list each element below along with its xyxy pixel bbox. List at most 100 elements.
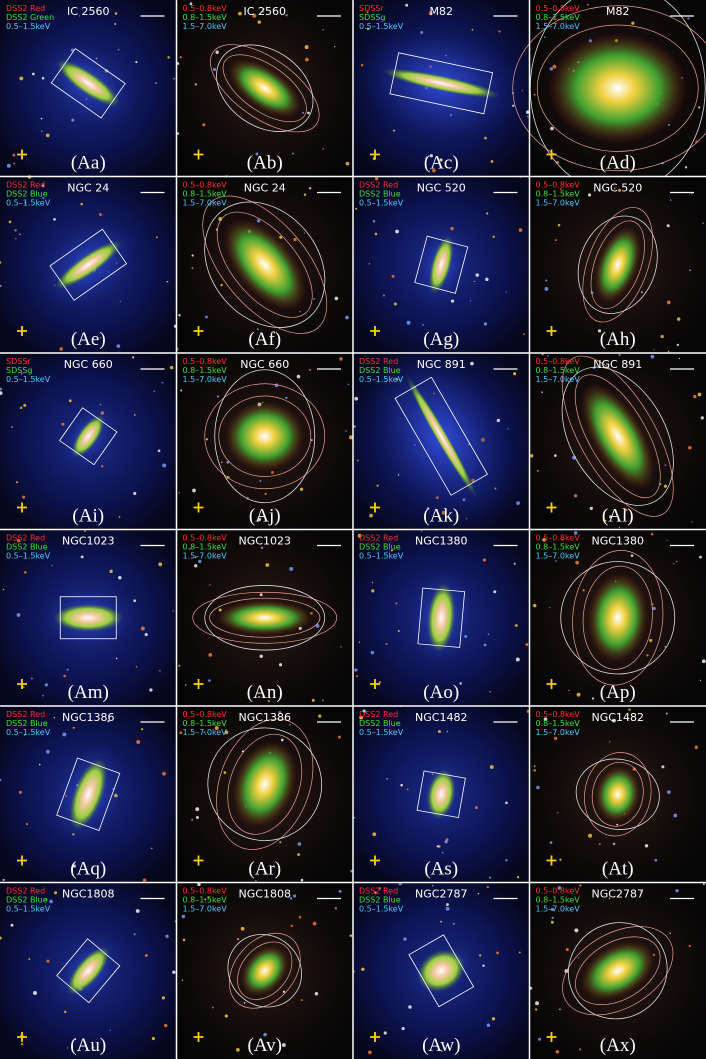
star bbox=[236, 1048, 240, 1052]
band-legend: 0.8–1.5keV bbox=[183, 719, 228, 728]
contour bbox=[202, 195, 328, 334]
star bbox=[208, 679, 211, 682]
contour bbox=[562, 926, 674, 1016]
star bbox=[661, 765, 665, 769]
star bbox=[612, 842, 616, 845]
star bbox=[19, 406, 23, 410]
star bbox=[93, 1047, 95, 1049]
star bbox=[650, 532, 654, 536]
star bbox=[675, 889, 679, 893]
star bbox=[356, 675, 359, 678]
aperture bbox=[207, 727, 323, 841]
star bbox=[51, 565, 53, 567]
band-legend: 0.5–0.8keV bbox=[183, 887, 228, 896]
star bbox=[23, 571, 27, 574]
star bbox=[678, 357, 681, 360]
panel-label: (Ag) bbox=[423, 329, 459, 350]
aperture bbox=[575, 758, 660, 830]
band-legend: 0.8–1.5keV bbox=[183, 896, 228, 905]
aperture bbox=[227, 934, 302, 1008]
star bbox=[176, 132, 180, 135]
contour bbox=[209, 597, 321, 638]
star bbox=[151, 1036, 156, 1041]
band-legend: 1.5–7.0keV bbox=[536, 199, 581, 208]
star bbox=[312, 921, 317, 926]
star bbox=[397, 722, 399, 725]
aperture bbox=[577, 215, 658, 314]
star bbox=[486, 212, 489, 215]
star bbox=[322, 148, 324, 150]
star bbox=[697, 392, 702, 397]
star bbox=[438, 845, 441, 848]
star bbox=[0, 778, 2, 782]
star bbox=[194, 564, 198, 568]
contour bbox=[204, 383, 326, 490]
marker-cross bbox=[193, 1032, 204, 1042]
star bbox=[378, 681, 382, 684]
star bbox=[391, 274, 395, 278]
star bbox=[618, 526, 621, 528]
star bbox=[224, 1014, 228, 1018]
star bbox=[473, 280, 475, 283]
contour bbox=[512, 5, 706, 172]
star bbox=[432, 168, 436, 173]
star bbox=[654, 858, 658, 862]
galaxy bbox=[405, 375, 477, 497]
band-legend: 1.5–7.0keV bbox=[183, 728, 228, 737]
star bbox=[505, 859, 508, 862]
star bbox=[444, 840, 448, 844]
star bbox=[516, 876, 520, 879]
star bbox=[279, 235, 283, 239]
star bbox=[252, 13, 257, 18]
band-legend: DSS2 Red bbox=[6, 534, 45, 543]
star bbox=[15, 238, 17, 240]
star bbox=[311, 698, 315, 702]
star bbox=[118, 516, 121, 518]
star bbox=[368, 263, 370, 265]
aperture bbox=[59, 596, 117, 640]
band-legend: DSS2 Green bbox=[6, 13, 54, 22]
star bbox=[214, 726, 219, 730]
star bbox=[257, 517, 262, 522]
band-legend: DSS2 Blue bbox=[359, 896, 401, 905]
star bbox=[68, 399, 72, 403]
aperture bbox=[408, 934, 475, 1008]
aperture bbox=[416, 770, 466, 819]
star bbox=[559, 188, 562, 190]
star bbox=[701, 659, 706, 664]
object-name: NGC1482 bbox=[592, 711, 644, 724]
star bbox=[618, 188, 622, 192]
galaxy bbox=[224, 401, 305, 472]
band-legend: 0.5–1.5keV bbox=[359, 199, 404, 208]
star bbox=[184, 684, 187, 686]
aperture bbox=[389, 52, 494, 115]
band-legend: DSS2 Blue bbox=[6, 190, 48, 199]
star bbox=[355, 207, 358, 210]
star bbox=[197, 882, 201, 887]
star bbox=[181, 914, 186, 919]
band-legend: SDSSg bbox=[6, 366, 32, 375]
star bbox=[40, 117, 43, 120]
star bbox=[72, 864, 76, 868]
band-legend: 0.5–0.8keV bbox=[536, 4, 581, 13]
star bbox=[666, 224, 670, 228]
panel-label: (Am) bbox=[68, 682, 109, 703]
star bbox=[38, 763, 41, 766]
panel-label: (Ae) bbox=[71, 329, 106, 350]
star bbox=[240, 926, 245, 931]
star bbox=[673, 813, 678, 818]
star bbox=[298, 915, 302, 919]
star bbox=[669, 199, 672, 201]
star bbox=[136, 739, 141, 744]
band-legend: 0.8–1.5keV bbox=[536, 543, 581, 552]
band-legend: 0.5–1.5keV bbox=[359, 375, 404, 384]
star bbox=[313, 297, 316, 300]
galaxy bbox=[241, 945, 289, 996]
star bbox=[533, 603, 537, 608]
